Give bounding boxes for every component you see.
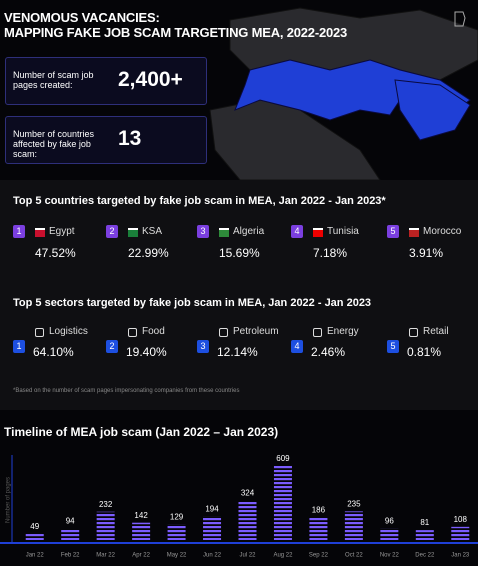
stat-value: 13 [118,127,142,150]
rank-badge: 5 [387,340,399,353]
y-axis-label: Number of pages [6,477,12,523]
item-name: Energy [327,326,359,337]
item-share: 64.10% [33,345,74,359]
item-share: 12.14% [217,345,258,359]
x-tick-label: Jan 22 [26,553,45,559]
bar [415,530,434,540]
item-name: Petroleum [233,326,279,337]
bar [380,528,399,540]
data-label: 194 [205,504,219,513]
x-tick-label: Jan 23 [451,553,470,559]
bar [132,522,151,540]
flag-icon [128,228,138,237]
data-label: 186 [312,505,326,514]
data-label: 609 [276,454,290,463]
bar [167,524,186,540]
item-share: 47.52% [35,246,76,260]
stat-label: Number of countries affected by fake job… [13,129,95,159]
x-tick-label: Jun 22 [203,553,222,559]
footnote: *Based on the number of scam pages imper… [13,388,240,394]
flag-icon [313,228,323,237]
rank-badge: 3 [197,340,209,353]
panel [0,180,478,410]
data-label: 232 [99,500,113,509]
x-tick-label: Jul 22 [239,553,256,559]
item-share: 0.81% [407,345,442,359]
title: VENOMOUS VACANCIES: [4,10,160,25]
x-tick-label: Apr 22 [132,553,150,559]
data-label: 324 [241,489,255,498]
stat-label: Number of scam job pages created: [13,70,94,90]
rank-badge: 4 [291,225,303,238]
map [209,7,478,180]
rank-badge: 3 [197,225,209,238]
item-name: Algeria [233,226,265,237]
flag-icon [409,228,419,237]
bar [451,526,470,540]
item-share: 3.91% [409,246,444,260]
bar [203,516,222,540]
stat-box: Number of countries affected by fake job… [5,116,207,164]
bar [309,517,328,540]
rank-badge: 1 [13,225,25,238]
rank-badge: 4 [291,340,303,353]
data-label: 129 [170,512,184,521]
chart: Timeline of MEA job scam (Jan 2022 – Jan… [0,425,478,559]
sector-icon [219,328,228,337]
flag-icon [35,228,45,237]
x-tick-label: Oct 22 [345,553,363,559]
item-name: Retail [423,326,449,337]
item-share: 19.40% [126,345,167,359]
section-heading: Top 5 sectors targeted by fake job scam … [13,297,372,309]
section-heading: Top 5 countries targeted by fake job sca… [13,195,386,207]
stat-value: 2,400+ [118,68,183,91]
item-name: KSA [142,226,163,237]
data-label: 94 [66,517,75,526]
data-label: 235 [347,499,361,508]
chart-title: Timeline of MEA job scam (Jan 2022 – Jan… [4,425,278,439]
item-share: 2.46% [311,345,346,359]
rank-badge: 1 [13,340,25,353]
item-share: 15.69% [219,246,260,260]
rank-badge: 5 [387,225,399,238]
item-share: 7.18% [313,246,348,260]
x-tick-label: Nov 22 [380,553,400,559]
rank-badge: 2 [106,340,118,353]
bar [273,465,292,540]
data-label: 81 [420,518,429,527]
x-tick-label: Aug 22 [273,553,293,559]
item-name: Morocco [423,226,462,237]
item-share: 22.99% [128,246,169,260]
stat-box: Number of scam job pages created: 2,400+ [5,57,207,105]
flag-icon [219,228,229,237]
x-tick-label: May 22 [167,553,187,559]
x-tick-label: Dec 22 [415,553,435,559]
bar [96,511,115,540]
bar [25,534,44,540]
data-label: 108 [454,515,468,524]
data-label: 49 [30,522,39,531]
sector-icon [409,328,418,337]
title: MAPPING FAKE JOB SCAM TARGETING MEA, 202… [4,25,348,40]
bar [344,511,363,540]
x-tick-label: Sep 22 [309,553,329,559]
item-name: Food [142,326,165,337]
item-name: Logistics [49,326,88,337]
sector-icon [35,328,44,337]
sector-icon [128,328,137,337]
item-name: Egypt [49,226,75,237]
x-tick-label: Mar 22 [96,553,115,559]
rank-badge: 2 [106,225,118,238]
x-tick-label: Feb 22 [61,553,80,559]
sector-icon [313,328,322,337]
data-label: 142 [134,511,148,520]
data-label: 96 [385,516,394,525]
bar [238,500,257,540]
item-name: Tunisia [327,226,359,237]
bar [61,528,80,540]
